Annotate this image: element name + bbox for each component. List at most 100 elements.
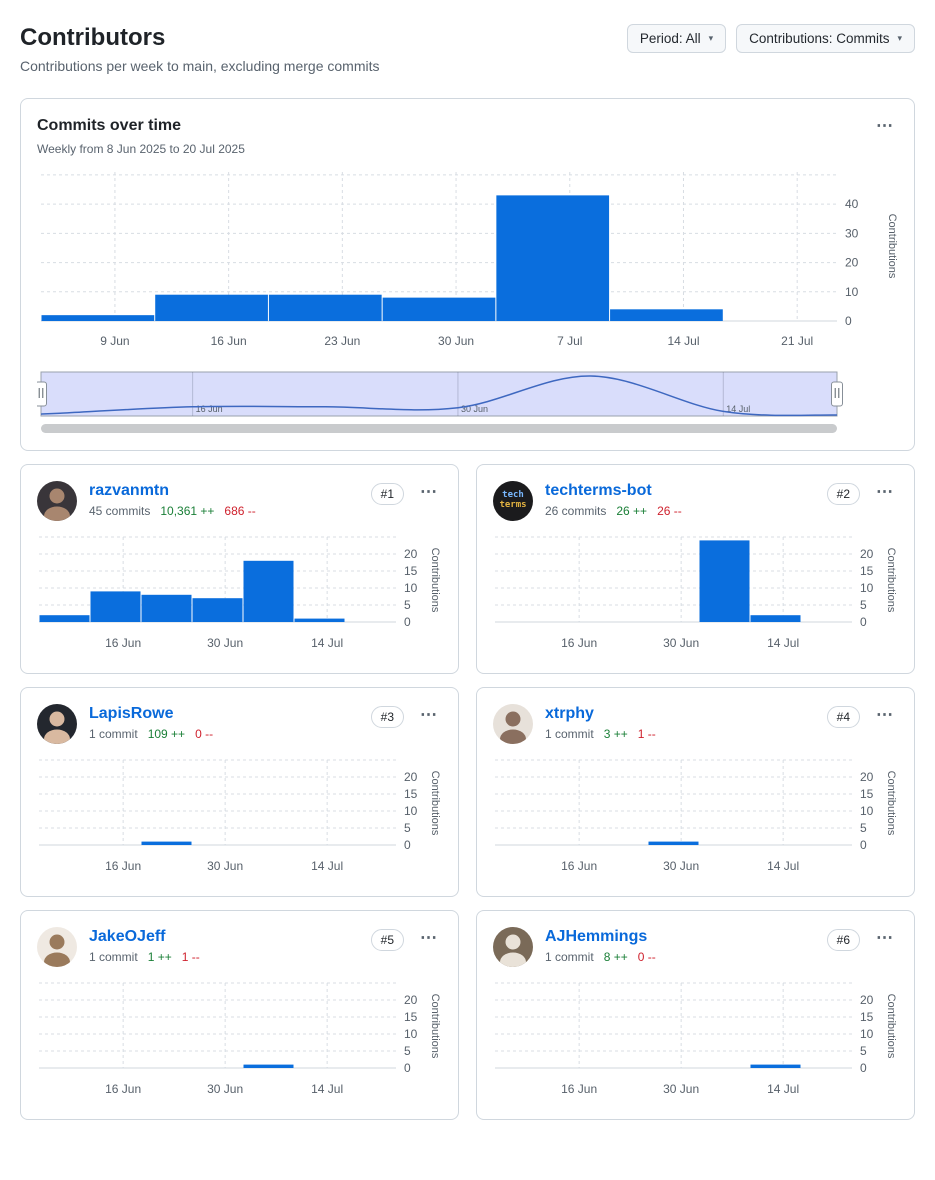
kebab-icon: ⋯ [876,928,894,947]
svg-text:5: 5 [860,598,867,612]
page-header-text: Contributors Contributions per week to m… [20,14,380,98]
svg-text:30 Jun: 30 Jun [438,334,474,348]
svg-text:Contributions: Contributions [885,994,897,1059]
bar [699,540,749,622]
bar [268,294,382,321]
contributor-meta: techterms-bot 26 commits 26 ++ 26 -- [545,481,682,518]
svg-text:14 Jul: 14 Jul [311,859,343,873]
deletions-count: 1 -- [637,727,656,741]
contributor-stats: 1 commit 109 ++ 0 -- [89,727,213,741]
page-header: Contributors Contributions per week to m… [20,14,915,98]
contributions-dropdown[interactable]: Contributions: Commits ▾ [736,24,915,53]
contributor-name-link[interactable]: techterms-bot [545,482,652,499]
avatar[interactable] [37,927,77,967]
svg-text:30 Jun: 30 Jun [207,1082,243,1096]
bar [155,294,268,321]
svg-text:40: 40 [845,197,859,211]
svg-text:Contributions: Contributions [429,771,441,836]
svg-text:Contributions: Contributions [885,548,897,613]
svg-text:15: 15 [860,1010,874,1024]
avatar[interactable]: tech terms [493,481,533,521]
contributor-name-link[interactable]: LapisRowe [89,705,174,722]
svg-text:16 Jun: 16 Jun [196,404,223,414]
kebab-icon: ⋯ [420,705,438,724]
contributor-meta: LapisRowe 1 commit 109 ++ 0 -- [89,704,213,741]
person-silhouette-icon [44,711,70,744]
contributor-meta: razvanmtn 45 commits 10,361 ++ 686 -- [89,481,256,518]
kebab-icon: ⋯ [876,705,894,724]
svg-text:0: 0 [860,838,867,852]
svg-text:30 Jun: 30 Jun [207,636,243,650]
svg-text:20: 20 [404,770,418,784]
avatar[interactable] [37,481,77,521]
additions-count: 26 ++ [616,504,648,518]
brush-handle-left[interactable] [37,381,47,407]
page-title: Contributors [20,24,166,51]
contributor-name-link[interactable]: JakeOJeff [89,928,166,945]
additions-count: 109 ++ [147,727,186,741]
bar [496,195,610,321]
period-dropdown[interactable]: Period: All ▾ [626,24,727,53]
svg-text:0: 0 [860,615,867,629]
chart-title: Commits over time [37,117,182,134]
avatar-text: tech [502,490,524,501]
svg-text:5: 5 [404,821,411,835]
avatar[interactable] [493,927,533,967]
card-menu-button[interactable]: ⋯ [416,704,442,725]
svg-text:30 Jun: 30 Jun [663,1082,699,1096]
kebab-icon: ⋯ [876,116,894,135]
svg-text:20: 20 [404,993,418,1007]
contributor-name-link[interactable]: AJHemmings [545,928,648,945]
svg-text:Contributions: Contributions [886,214,898,279]
contributor-name-link[interactable]: razvanmtn [89,482,170,499]
period-dropdown-label: Period: All [639,31,701,46]
bar [141,841,191,845]
card-menu-button[interactable]: ⋯ [416,927,442,948]
svg-text:20: 20 [404,547,418,561]
svg-text:16 Jun: 16 Jun [105,636,141,650]
bar [141,594,191,622]
contributor-stats: 1 commit 3 ++ 1 -- [545,727,656,741]
bar [192,598,242,622]
chart-scrollbar[interactable] [41,424,837,433]
svg-text:10: 10 [404,1027,418,1041]
card-menu-button[interactable]: ⋯ [416,481,442,502]
contributor-stats: 26 commits 26 ++ 26 -- [545,504,682,518]
contributor-card-xtrphy: xtrphy 1 commit 3 ++ 1 -- #4 ⋯ 16 Jun 30 … [476,687,915,897]
person-silhouette-icon [500,934,526,967]
card-menu-button[interactable]: ⋯ [872,927,898,948]
contributor-name-link[interactable]: xtrphy [545,705,594,722]
svg-text:9 Jun: 9 Jun [100,334,129,348]
commits-over-time-card: Commits over time Weekly from 8 Jun 2025… [20,98,915,451]
svg-text:10: 10 [860,1027,874,1041]
avatar[interactable] [493,704,533,744]
svg-text:20: 20 [860,547,874,561]
svg-text:30 Jun: 30 Jun [207,859,243,873]
svg-text:10: 10 [845,285,859,299]
rank-badge: #3 [370,706,404,728]
chart-menu-button[interactable]: ⋯ [872,115,898,136]
commit-count: 26 commits [545,504,607,518]
additions-count: 1 ++ [147,950,172,964]
card-menu-button[interactable]: ⋯ [872,704,898,725]
svg-text:15: 15 [860,787,874,801]
caret-down-icon: ▾ [708,33,714,43]
contributor-card-ajhemmings: AJHemmings 1 commit 8 ++ 0 -- #6 ⋯ 16 Ju… [476,910,915,1120]
contributor-header: tech terms techterms-bot 26 commits 26 ++… [493,481,898,521]
svg-text:14 Jul: 14 Jul [767,859,799,873]
contributor-chart: 16 Jun 30 Jun 14 Jul 0 5 10 15 20 Contributions [494,536,897,650]
svg-text:16 Jun: 16 Jun [561,859,597,873]
chart-subtitle: Weekly from 8 Jun 2025 to 20 Jul 2025 [37,142,245,156]
svg-text:16 Jun: 16 Jun [211,334,247,348]
rank-badge: #2 [826,483,860,505]
svg-text:20: 20 [860,770,874,784]
kebab-icon: ⋯ [420,482,438,501]
page-subtitle: Contributions per week to main, excludin… [20,58,380,74]
card-menu-button[interactable]: ⋯ [872,481,898,502]
brush-handle-right[interactable] [831,381,843,407]
avatar[interactable] [37,704,77,744]
commits-card-header: Commits over time Weekly from 8 Jun 2025… [37,115,898,156]
contributor-header: LapisRowe 1 commit 109 ++ 0 -- #3 ⋯ [37,704,442,744]
svg-text:30 Jun: 30 Jun [461,404,488,414]
commit-count: 1 commit [545,727,594,741]
